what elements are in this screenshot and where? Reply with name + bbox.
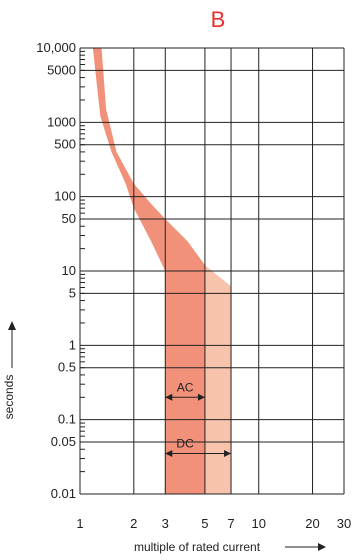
- band-dc: [204, 265, 232, 494]
- y-tick-label: 10,000: [36, 40, 76, 55]
- y-tick-label: 500: [54, 137, 76, 152]
- annotation-arrow-head: [165, 393, 173, 401]
- y-axis-arrow-head: [8, 321, 16, 330]
- x-axis-arrow-head: [318, 543, 326, 551]
- annotation-arrow-head: [197, 393, 205, 401]
- annotation-arrow-head: [224, 450, 232, 458]
- y-tick-label: 0.05: [51, 434, 76, 449]
- y-axis-label: seconds: [2, 375, 16, 420]
- x-tick-label: 3: [162, 516, 169, 531]
- trip-bands: [92, 48, 232, 494]
- y-tick-label: 0.1: [58, 412, 76, 427]
- x-tick-label: 2: [130, 516, 137, 531]
- minor-ticks: [80, 50, 85, 473]
- x-tick-label: 30: [337, 516, 351, 531]
- x-tick-label: 20: [305, 516, 319, 531]
- annotation-label: AC: [177, 380, 194, 394]
- x-tick-label: 5: [201, 516, 208, 531]
- annotations: AC DC: [165, 380, 232, 458]
- annotation-arrow-head: [165, 450, 173, 458]
- y-tick-label: 50: [62, 211, 76, 226]
- x-tick-label: 10: [251, 516, 265, 531]
- x-tick-label: 7: [227, 516, 234, 531]
- x-axis-label: multiple of rated current: [134, 540, 261, 554]
- y-tick-label: 5000: [47, 62, 76, 77]
- x-tick-label: 1: [76, 516, 83, 531]
- y-tick-label: 10: [62, 263, 76, 278]
- x-tick-labels: 1 2 3 5 7 10 20 30: [76, 516, 351, 531]
- y-tick-label: 100: [54, 189, 76, 204]
- band-ac: [92, 48, 205, 494]
- chart-title: B: [211, 7, 226, 32]
- y-tick-label: 0.01: [51, 486, 76, 501]
- y-tick-label: 1000: [47, 114, 76, 129]
- y-tick-label: 1: [69, 337, 76, 352]
- annotation-label: DC: [176, 437, 194, 451]
- y-tick-labels: 10,000 5000 1000 500 100 50 10 5 1 0.5 0.1 0.05 0.01: [36, 40, 76, 501]
- grid-lines: [79, 47, 345, 495]
- y-tick-label: 5: [69, 285, 76, 300]
- y-tick-label: 0.5: [58, 360, 76, 375]
